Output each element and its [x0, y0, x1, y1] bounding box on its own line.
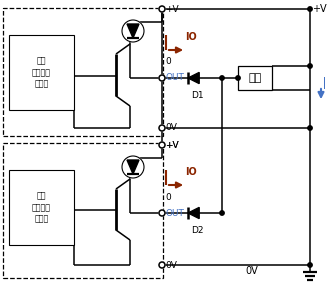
Circle shape: [159, 125, 165, 131]
Circle shape: [308, 64, 312, 68]
Bar: [9, 35, 74, 110]
Text: OUT: OUT: [165, 209, 184, 218]
Text: OUT: OUT: [165, 74, 184, 83]
Circle shape: [220, 76, 224, 80]
Circle shape: [159, 262, 165, 268]
Polygon shape: [188, 207, 199, 218]
Text: 負荷: 負荷: [248, 73, 261, 83]
Text: IO: IO: [185, 167, 197, 177]
Text: 0V: 0V: [165, 260, 177, 269]
Circle shape: [236, 76, 240, 80]
Polygon shape: [127, 24, 139, 38]
Circle shape: [220, 211, 224, 215]
Bar: [3, 8, 163, 136]
Text: +V: +V: [165, 5, 179, 14]
Text: 0V: 0V: [165, 123, 177, 132]
Bar: [3, 143, 163, 278]
Text: 0: 0: [165, 57, 171, 67]
Polygon shape: [188, 72, 199, 83]
Circle shape: [308, 263, 312, 267]
Text: I: I: [323, 81, 326, 91]
Text: IO: IO: [185, 32, 197, 42]
Bar: [238, 66, 272, 90]
Text: 0V: 0V: [245, 266, 258, 276]
Polygon shape: [127, 160, 139, 174]
Circle shape: [308, 126, 312, 130]
Circle shape: [159, 75, 165, 81]
Circle shape: [122, 156, 144, 178]
Text: 光電
スイッチ
主回路: 光電 スイッチ 主回路: [32, 191, 51, 224]
Circle shape: [159, 210, 165, 216]
Text: +V: +V: [312, 4, 327, 14]
Circle shape: [159, 6, 165, 12]
Bar: [9, 170, 74, 245]
Text: D1: D1: [191, 91, 203, 100]
Circle shape: [122, 20, 144, 42]
Text: 0: 0: [165, 192, 171, 201]
Text: +V: +V: [165, 140, 179, 149]
Text: 光電
スイッチ
主回路: 光電 スイッチ 主回路: [32, 56, 51, 89]
Text: I: I: [323, 77, 326, 87]
Circle shape: [159, 142, 165, 148]
Text: D2: D2: [191, 226, 203, 235]
Circle shape: [308, 7, 312, 11]
Text: +V: +V: [165, 142, 179, 151]
